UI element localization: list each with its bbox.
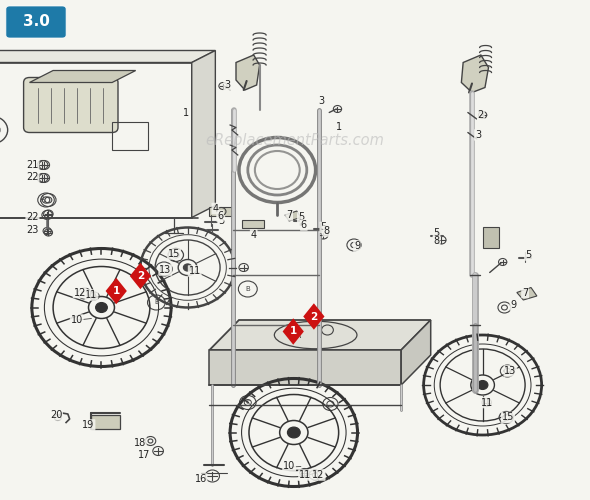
Text: 7: 7 xyxy=(286,210,292,220)
Text: eReplacementParts.com: eReplacementParts.com xyxy=(205,132,385,148)
Text: 5: 5 xyxy=(298,212,304,222)
Polygon shape xyxy=(285,211,301,221)
Text: 7: 7 xyxy=(522,288,528,298)
Text: 5: 5 xyxy=(525,250,531,260)
Polygon shape xyxy=(236,55,260,90)
Text: 3.0: 3.0 xyxy=(22,14,50,30)
Text: 1: 1 xyxy=(113,286,120,296)
Text: 4: 4 xyxy=(251,230,257,240)
Text: 11: 11 xyxy=(481,398,493,407)
Polygon shape xyxy=(209,350,401,385)
Bar xyxy=(112,122,148,150)
Text: 15: 15 xyxy=(168,249,180,259)
Circle shape xyxy=(287,427,300,438)
Text: A: A xyxy=(295,330,301,340)
Text: 2: 2 xyxy=(137,271,144,281)
Text: 15: 15 xyxy=(502,412,514,422)
Polygon shape xyxy=(401,320,431,385)
Text: 11: 11 xyxy=(189,266,201,276)
Polygon shape xyxy=(283,318,304,344)
Text: 6: 6 xyxy=(301,220,307,230)
Polygon shape xyxy=(0,50,215,62)
Text: B: B xyxy=(154,300,159,306)
Bar xyxy=(91,415,120,429)
Polygon shape xyxy=(130,263,151,289)
Text: 22: 22 xyxy=(26,212,39,222)
Text: 16: 16 xyxy=(195,474,206,484)
Polygon shape xyxy=(517,288,537,300)
Polygon shape xyxy=(209,320,431,350)
Text: 22: 22 xyxy=(26,172,39,182)
Circle shape xyxy=(183,264,192,271)
Text: 1: 1 xyxy=(336,122,342,132)
Text: A: A xyxy=(40,196,45,204)
FancyBboxPatch shape xyxy=(24,78,118,132)
Text: B: B xyxy=(245,286,250,292)
Text: 21: 21 xyxy=(27,160,38,170)
Text: 9: 9 xyxy=(510,300,516,310)
Text: 5: 5 xyxy=(218,216,224,226)
Text: 10: 10 xyxy=(71,315,83,325)
Polygon shape xyxy=(106,278,127,304)
Bar xyxy=(209,207,233,216)
Text: 12: 12 xyxy=(313,470,324,480)
Circle shape xyxy=(477,380,488,390)
Circle shape xyxy=(96,302,107,312)
Text: 23: 23 xyxy=(27,225,38,235)
Text: C: C xyxy=(245,400,250,405)
Text: 19: 19 xyxy=(83,420,94,430)
Text: 8: 8 xyxy=(434,236,440,246)
Text: 11: 11 xyxy=(86,290,97,300)
Text: 20: 20 xyxy=(50,410,62,420)
Text: 17: 17 xyxy=(139,450,150,460)
Text: 2: 2 xyxy=(310,312,317,322)
Text: 12: 12 xyxy=(74,288,86,298)
Text: 1: 1 xyxy=(290,326,297,336)
FancyBboxPatch shape xyxy=(6,6,66,38)
Text: 3: 3 xyxy=(475,130,481,140)
Polygon shape xyxy=(303,304,324,330)
Text: 11: 11 xyxy=(299,470,311,480)
Text: 6: 6 xyxy=(217,211,223,221)
Text: 18: 18 xyxy=(134,438,146,448)
Bar xyxy=(483,228,499,248)
Text: 5: 5 xyxy=(320,222,326,232)
Text: 3: 3 xyxy=(319,96,324,106)
Text: 9: 9 xyxy=(354,241,360,251)
Text: 3: 3 xyxy=(224,80,230,90)
Text: 8: 8 xyxy=(323,226,329,236)
Text: 13: 13 xyxy=(504,366,516,376)
Text: 5: 5 xyxy=(434,228,440,237)
Text: 1: 1 xyxy=(183,108,189,118)
Polygon shape xyxy=(461,55,489,92)
Polygon shape xyxy=(30,70,136,83)
Bar xyxy=(242,220,264,228)
Text: 4: 4 xyxy=(212,204,218,214)
Polygon shape xyxy=(192,50,215,217)
Text: 2: 2 xyxy=(478,110,484,120)
Text: 13: 13 xyxy=(159,265,171,275)
Text: 10: 10 xyxy=(283,461,295,471)
